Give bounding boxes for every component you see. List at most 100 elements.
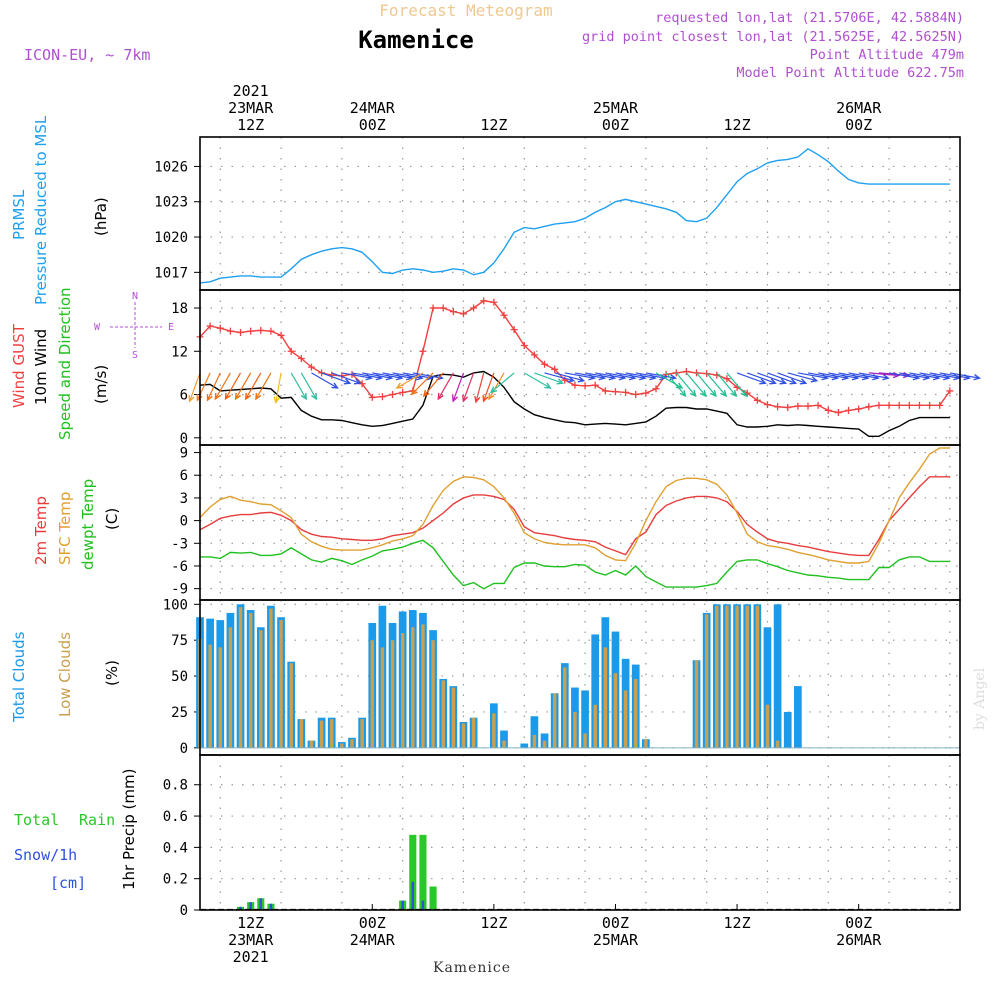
wind-arrow-head — [973, 374, 981, 381]
gust-marker — [530, 351, 538, 359]
gust-marker — [581, 382, 589, 390]
wind-arrow — [235, 372, 252, 400]
low-cloud-bar — [552, 693, 557, 748]
wind-arrow-head — [437, 392, 444, 401]
wind-arrow-head — [882, 374, 890, 381]
wind-arrow — [675, 372, 697, 397]
gust-marker — [429, 304, 437, 312]
wind-arrow — [919, 372, 950, 379]
bottom-time-label: 26MAR — [836, 931, 882, 949]
wind-arrow-head — [273, 396, 280, 405]
wind-arrow-head — [343, 378, 352, 385]
low-cloud-bar — [502, 740, 506, 748]
top-time-label: 25MAR — [593, 99, 639, 117]
total-label: Total — [14, 811, 59, 829]
wind-arrow-head — [234, 392, 242, 401]
location-title: Kamenice — [358, 26, 474, 54]
total-cloud-bar — [763, 627, 772, 748]
bottom-time-label: 00Z — [602, 914, 629, 932]
y-tick-label: -9 — [171, 582, 188, 598]
low-cloud-bar — [532, 734, 537, 748]
low-cloud-bar — [694, 660, 699, 748]
total-cloud-bar — [783, 711, 792, 748]
y-tick-label: 1017 — [154, 265, 188, 281]
wind-panel: 0 6 12 18 — [171, 289, 981, 447]
wind-arrow — [331, 372, 361, 384]
low-cloud-bar — [542, 740, 547, 748]
low-cloud-bar — [340, 743, 344, 748]
gust-marker — [632, 391, 640, 399]
wind-arrow-head — [206, 394, 213, 402]
wind-arrow — [341, 372, 372, 379]
wind-arrow — [736, 372, 766, 384]
wind-arrow-head — [451, 395, 458, 403]
low-cloud-bar — [603, 647, 608, 748]
snow-bar — [239, 906, 242, 910]
wind-arrow — [483, 372, 495, 402]
wind-arrow — [189, 372, 201, 402]
gust-marker — [774, 403, 782, 411]
wind-arrow — [275, 372, 282, 403]
low-cloud-bar — [390, 640, 395, 748]
wind-arrow-head — [769, 378, 777, 385]
y-tick-label: 0 — [180, 903, 188, 919]
2m-temp-line — [199, 476, 950, 557]
gust-marker — [571, 381, 579, 389]
wind-arrow — [452, 372, 465, 402]
wind-arrow-head — [710, 389, 717, 398]
panel-frame — [199, 444, 961, 601]
y-tick-label: 9 — [180, 446, 188, 462]
gust-marker — [459, 310, 467, 318]
y-tick-label: 18 — [171, 301, 188, 317]
low-cloud-bar — [775, 740, 780, 748]
low-cloud-bar — [421, 624, 425, 748]
rain-bar — [409, 834, 417, 910]
gust-marker — [865, 403, 873, 411]
wind-arrow-head — [488, 392, 495, 401]
wind-arrow — [574, 372, 605, 379]
wind-arrow-head — [489, 386, 498, 394]
low-cloud-bar — [411, 627, 415, 748]
y-tick-label: 100 — [163, 597, 188, 613]
wind-arrow — [475, 372, 485, 403]
wind-arrow — [909, 372, 939, 379]
low-cloud-bar — [319, 720, 324, 748]
gust-marker — [449, 308, 457, 316]
wind-arrow — [929, 372, 960, 379]
low-cloud-bar — [360, 719, 364, 748]
total-cloud-bar — [773, 604, 782, 748]
low-cloud-bar — [279, 620, 283, 748]
clouds-panel: 0 25 50 75 100 — [163, 597, 961, 757]
wind-arrow — [665, 372, 686, 397]
dewpt-label: dewpt Temp — [79, 479, 97, 570]
low-cloud-bar — [451, 687, 456, 748]
y-tick-label: 1026 — [154, 159, 188, 175]
wind-arrow-head — [395, 382, 403, 389]
wind-arrow — [767, 372, 796, 384]
pressure-labels: PRMSL Pressure Reduced to MSL (hPa) — [10, 115, 110, 305]
wind-arrow — [311, 372, 338, 389]
gust-marker — [875, 401, 883, 409]
wind-arrow — [372, 372, 402, 379]
wind-arrow-head — [556, 378, 565, 385]
gust-marker — [399, 388, 407, 396]
wind-arrow-head — [567, 376, 576, 383]
y-tick-label: 0 — [180, 741, 188, 757]
gust-marker — [247, 327, 255, 335]
gust-marker — [297, 354, 305, 362]
y-tick-label: 1020 — [154, 230, 188, 246]
gust-marker — [824, 406, 832, 414]
gust-marker — [378, 393, 386, 401]
wind-arrow — [888, 372, 919, 379]
low-cloud-bar — [735, 605, 739, 748]
low-cloud-bar — [765, 704, 770, 748]
wind-arrow — [544, 372, 574, 382]
snow-bar — [249, 902, 252, 910]
rain-bar — [429, 886, 437, 910]
low-cloud-bar — [218, 647, 222, 748]
bottom-time-label: 24MAR — [350, 931, 396, 949]
y-tick-label: 6 — [180, 388, 188, 404]
wind-arrow — [488, 372, 505, 400]
top-time-label: 12Z — [724, 116, 751, 134]
